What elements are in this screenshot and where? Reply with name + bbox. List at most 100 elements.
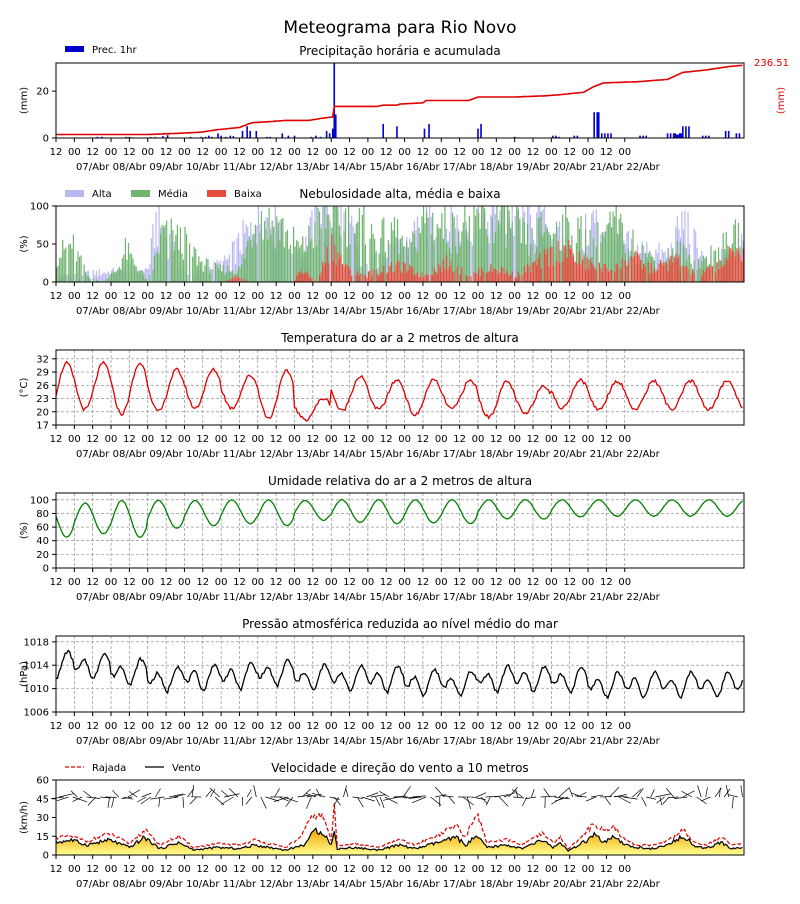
clouds-bar-baixa xyxy=(414,275,415,282)
clouds-bar-baixa xyxy=(678,256,679,282)
clouds-bar-baixa xyxy=(608,272,609,282)
clouds-x-tick-label: 00 xyxy=(178,291,191,302)
pressure-day-label: 20/Abr xyxy=(553,736,587,747)
precip-bar xyxy=(667,133,669,138)
clouds-bar-media xyxy=(697,270,698,282)
precip-bar xyxy=(598,112,600,138)
precip-day-label: 12/Abr xyxy=(259,162,293,173)
temperature-day-label: 17/Abr xyxy=(443,449,477,460)
clouds-bar-media xyxy=(288,249,289,282)
clouds-x-tick-label: 12 xyxy=(343,291,356,302)
wind-direction-arrow xyxy=(59,794,74,797)
wind-direction-arrow xyxy=(467,797,470,809)
clouds-bar-media xyxy=(122,258,123,282)
wind-direction-arrow xyxy=(346,789,348,797)
clouds-bar-media xyxy=(174,250,175,282)
clouds-bar-media xyxy=(700,268,701,282)
clouds-bar-media xyxy=(229,271,230,282)
humidity-line xyxy=(56,500,743,538)
wind-direction-arrow xyxy=(609,787,619,797)
clouds-day-label: 14/Abr xyxy=(333,306,367,317)
clouds-bar-baixa xyxy=(310,278,311,282)
clouds-bar-baixa xyxy=(657,270,658,282)
wind-x-tick-label: 00 xyxy=(141,864,154,875)
clouds-bar-baixa xyxy=(359,275,360,282)
wind-day-label: 14/Abr xyxy=(333,879,367,890)
precip-day-label: 10/Abr xyxy=(186,162,220,173)
precip-bar xyxy=(677,134,679,138)
clouds-bar-media xyxy=(432,213,433,282)
clouds-bar-baixa xyxy=(476,274,477,282)
clouds-bar-media xyxy=(200,262,201,282)
precip-bar xyxy=(249,131,251,138)
clouds-bar-media xyxy=(518,210,519,282)
clouds-day-label: 10/Abr xyxy=(186,306,220,317)
temperature-day-label: 22/Abr xyxy=(626,449,660,460)
clouds-bar-baixa xyxy=(617,265,618,282)
clouds-bar-baixa xyxy=(348,266,349,282)
clouds-bar-baixa xyxy=(434,268,435,282)
clouds-bar-media xyxy=(113,271,114,282)
precip-bar xyxy=(685,126,687,138)
clouds-bar-baixa xyxy=(446,255,447,282)
clouds-bar-baixa xyxy=(402,273,403,282)
pressure-x-tick-label: 12 xyxy=(123,721,136,732)
clouds-bar-baixa xyxy=(298,272,299,282)
temperature-day-label: 10/Abr xyxy=(186,449,220,460)
clouds-bar-baixa xyxy=(238,277,239,282)
wind-direction-arrow xyxy=(449,797,455,804)
precip-x-tick-label: 12 xyxy=(490,147,503,158)
wind-x-tick-label: 00 xyxy=(105,864,118,875)
clouds-bar-media xyxy=(84,265,85,282)
clouds-bar-media xyxy=(165,225,166,282)
pressure-x-tick-label: 00 xyxy=(68,721,81,732)
clouds-bar-baixa xyxy=(320,272,321,282)
clouds-x-tick-label: 00 xyxy=(398,291,411,302)
clouds-bar-baixa xyxy=(739,255,740,282)
clouds-bar-media xyxy=(152,270,153,282)
pressure-x-tick-label: 00 xyxy=(398,721,411,732)
temperature-day-label: 08/Abr xyxy=(113,449,147,460)
pressure-x-tick-label: 00 xyxy=(618,721,631,732)
humidity-day-label: 16/Abr xyxy=(406,592,440,603)
precip-frame xyxy=(56,63,744,138)
clouds-bar-media xyxy=(681,266,682,282)
clouds-bar-baixa xyxy=(339,258,340,282)
humidity-x-tick-label: 12 xyxy=(453,577,466,588)
precip-bar xyxy=(242,131,244,138)
clouds-bar-baixa xyxy=(637,253,638,282)
clouds-bar-baixa xyxy=(565,247,566,282)
clouds-bar-media xyxy=(385,252,386,282)
precip-day-label: 17/Abr xyxy=(443,162,477,173)
wind-direction-arrow xyxy=(615,796,628,797)
precip-day-label: 07/Abr xyxy=(76,162,110,173)
pressure-day-label: 13/Abr xyxy=(296,736,330,747)
wind-direction-arrow xyxy=(142,793,152,797)
clouds-bar-baixa xyxy=(674,257,675,282)
clouds-bar-baixa xyxy=(440,266,441,282)
clouds-bar-media xyxy=(160,234,161,282)
clouds-bar-baixa xyxy=(631,256,632,282)
temperature-x-tick-label: 00 xyxy=(105,434,118,445)
clouds-bar-baixa xyxy=(437,274,438,282)
clouds-bar-baixa xyxy=(334,245,335,282)
humidity-day-label: 22/Abr xyxy=(626,592,660,603)
clouds-bar-media xyxy=(247,241,248,282)
clouds-bar-alta xyxy=(151,238,152,282)
clouds-day-label: 13/Abr xyxy=(296,306,330,317)
clouds-bar-baixa xyxy=(652,272,653,282)
clouds-bar-baixa xyxy=(342,264,343,282)
clouds-bar-media xyxy=(317,208,318,282)
clouds-bar-baixa xyxy=(403,261,404,282)
pressure-line xyxy=(56,651,743,699)
clouds-bar-alta xyxy=(351,216,352,282)
precip-day-label: 20/Abr xyxy=(553,162,587,173)
precip-bar xyxy=(596,112,598,138)
clouds-bar-baixa xyxy=(741,261,742,282)
clouds-bar-baixa xyxy=(538,258,539,282)
clouds-bar-media xyxy=(522,218,523,282)
humidity-x-tick-label: 00 xyxy=(178,577,191,588)
humidity-ylabel: (%) xyxy=(19,522,30,539)
clouds-bar-media xyxy=(423,206,424,282)
temperature-day-label: 11/Abr xyxy=(223,449,257,460)
